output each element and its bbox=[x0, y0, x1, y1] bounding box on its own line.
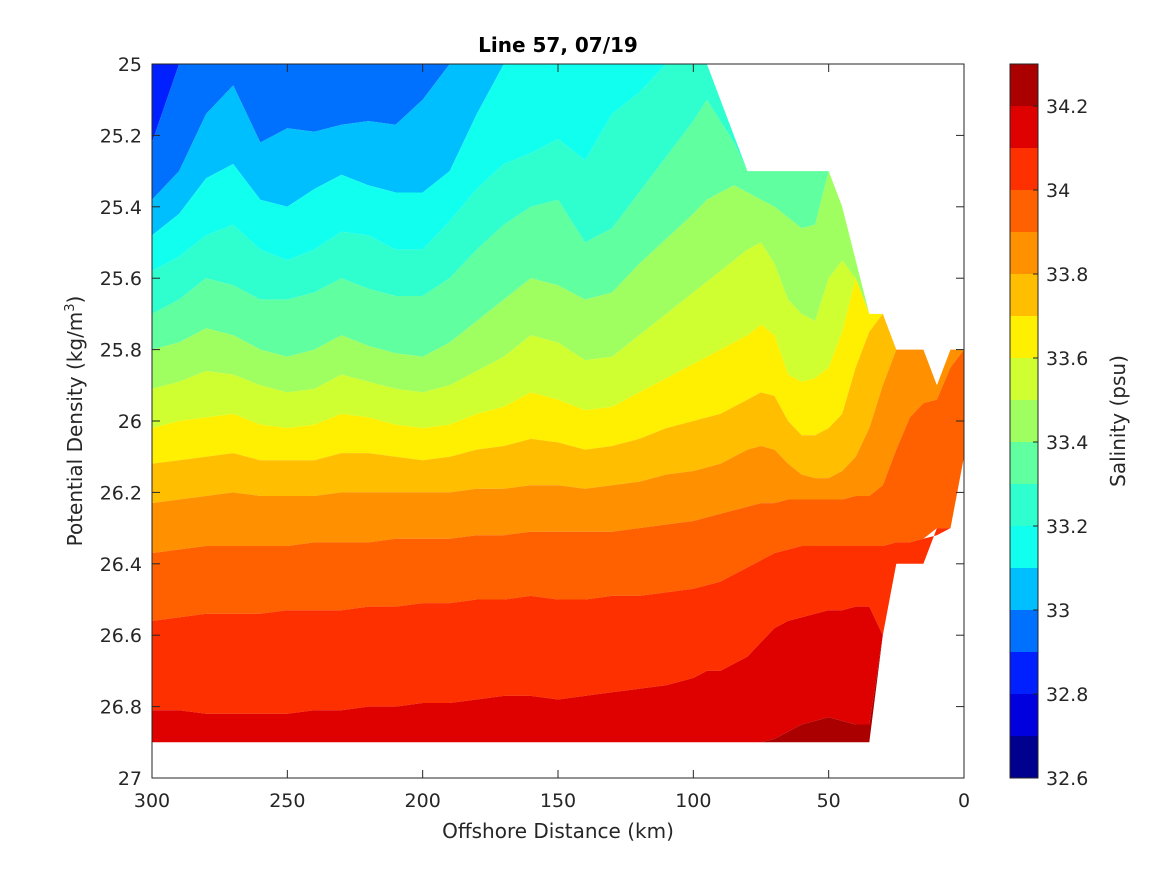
colorbar-tick-label: 34.2 bbox=[1046, 96, 1088, 118]
contour-band bbox=[152, 349, 964, 554]
chart-title: Line 57, 07/19 bbox=[478, 33, 638, 57]
colorbar-swatch bbox=[1010, 442, 1038, 484]
colorbar-swatch bbox=[1010, 148, 1038, 190]
x-tick-label: 300 bbox=[134, 790, 170, 812]
y-tick-label: 25 bbox=[118, 54, 142, 76]
y-tick-label: 26.2 bbox=[100, 482, 142, 504]
colorbar-tick-label: 33.4 bbox=[1046, 432, 1088, 454]
colorbar bbox=[1010, 64, 1038, 778]
y-tick-label: 26.4 bbox=[100, 554, 142, 576]
x-tick-label: 50 bbox=[817, 790, 841, 812]
contour-band bbox=[152, 64, 964, 386]
colorbar-swatch bbox=[1010, 64, 1038, 106]
y-axis-label-main: Potential Density (kg/m bbox=[63, 312, 87, 547]
colorbar-tick-label: 32.6 bbox=[1046, 768, 1088, 790]
x-tick-label: 150 bbox=[540, 790, 576, 812]
colorbar-swatch bbox=[1010, 526, 1038, 568]
colorbar-tick-label: 33.2 bbox=[1046, 516, 1088, 538]
colorbar-swatch bbox=[1010, 652, 1038, 694]
colorbar-tick-label: 33.8 bbox=[1046, 264, 1088, 286]
colorbar-tick-label: 33.6 bbox=[1046, 348, 1088, 370]
colorbar-frame bbox=[1009, 63, 1039, 779]
colorbar-tick-label: 34 bbox=[1046, 180, 1070, 202]
colorbar-swatch bbox=[1010, 484, 1038, 526]
y-tick-label: 26.8 bbox=[100, 697, 142, 719]
x-tick-label: 0 bbox=[958, 790, 970, 812]
y-tick-label: 26.6 bbox=[100, 625, 142, 647]
x-tick-label: 200 bbox=[405, 790, 441, 812]
y-axis-label-superscript: 3 bbox=[63, 303, 78, 311]
contour-band bbox=[152, 456, 964, 743]
colorbar-swatch bbox=[1010, 190, 1038, 232]
colorbar-ticks: 32.6 32.8 33 33.2 33.4 33.6 33.8 34 34.2 bbox=[1033, 96, 1088, 790]
y-tick-label: 25.2 bbox=[100, 125, 142, 147]
y-tick-label: 26 bbox=[118, 411, 142, 433]
contour-fills bbox=[152, 64, 964, 743]
contour-band bbox=[152, 349, 964, 621]
x-axis-label: Offshore Distance (km) bbox=[442, 819, 674, 843]
colorbar-swatch bbox=[1010, 316, 1038, 358]
y-tick-label: 27 bbox=[118, 768, 142, 790]
colorbar-swatch bbox=[1010, 694, 1038, 736]
colorbar-tick-label: 32.8 bbox=[1046, 684, 1088, 706]
contour-band bbox=[152, 242, 964, 429]
y-axis-ticks: 25 25.2 25.4 25.6 25.8 26 26.2 26.4 26.6 26.8 27 bbox=[100, 54, 964, 790]
contour-band bbox=[152, 64, 964, 386]
contour-band bbox=[152, 456, 964, 714]
colorbar-swatch bbox=[1010, 358, 1038, 400]
colorbar-swatch bbox=[1010, 610, 1038, 652]
contour-band bbox=[152, 171, 964, 393]
colorbar-swatch bbox=[1010, 400, 1038, 442]
contour-band bbox=[152, 278, 964, 464]
contour-band bbox=[152, 313, 964, 504]
y-tick-label: 25.8 bbox=[100, 340, 142, 362]
colorbar-tick-label: 33 bbox=[1046, 600, 1070, 622]
y-axis-label-close: ) bbox=[63, 296, 87, 304]
x-axis-ticks: 300 250 200 150 100 50 0 bbox=[134, 64, 970, 812]
y-tick-label: 25.4 bbox=[100, 197, 142, 219]
x-tick-label: 250 bbox=[269, 790, 305, 812]
colorbar-label: Salinity (psu) bbox=[1106, 355, 1130, 487]
colorbar-swatch bbox=[1010, 232, 1038, 274]
colorbar-swatch bbox=[1010, 106, 1038, 148]
y-tick-label: 25.6 bbox=[100, 268, 142, 290]
y-axis-label: Potential Density (kg/m3) bbox=[63, 296, 87, 547]
colorbar-swatch bbox=[1010, 568, 1038, 610]
colorbar-swatch bbox=[1010, 736, 1038, 778]
contour-band bbox=[152, 99, 964, 386]
x-tick-label: 100 bbox=[675, 790, 711, 812]
colorbar-swatch bbox=[1010, 274, 1038, 316]
